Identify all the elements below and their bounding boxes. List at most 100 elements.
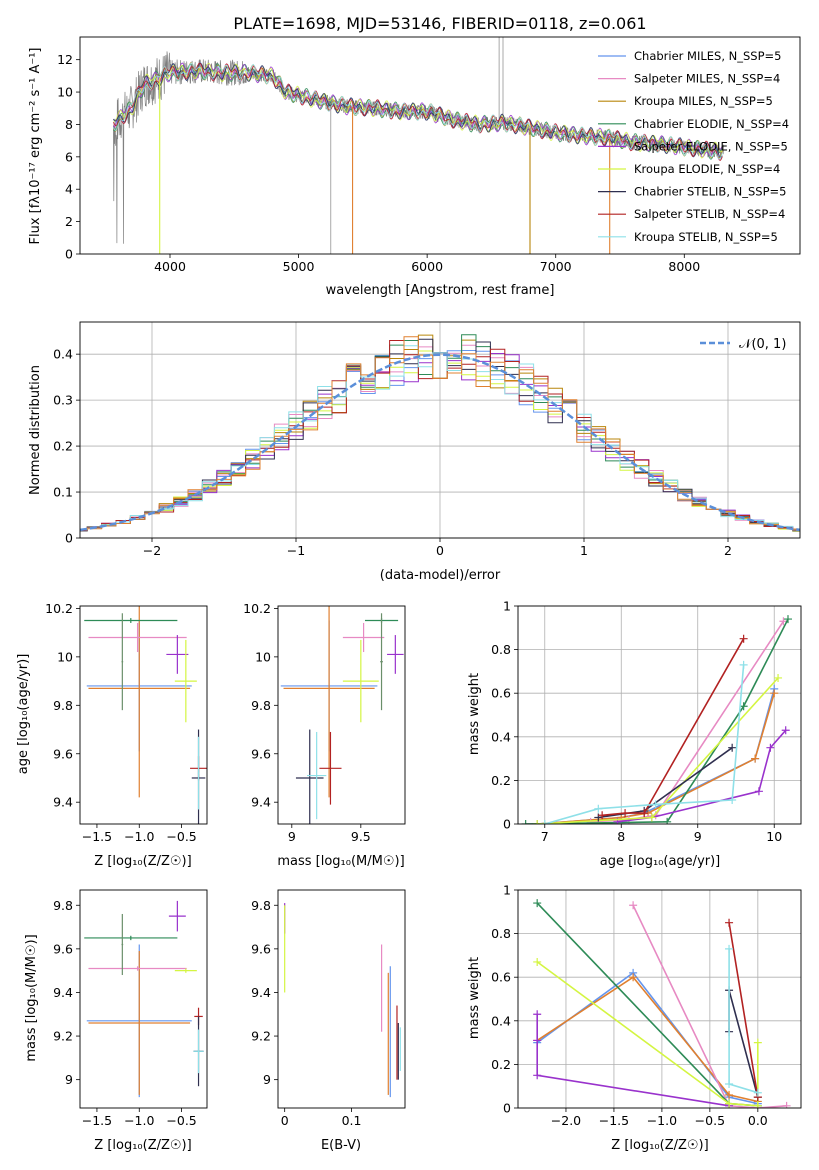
weight-vs-age-series-line [525, 618, 789, 824]
spectrum-plot-area: 4000 5000 6000 7000 8000 0 2 4 6 8 10 12 [57, 36, 801, 274]
weight-vs-age-x-tick-label: 10 [766, 829, 782, 844]
spectrum-y-tick-label: 0 [65, 247, 73, 262]
mass-vs-metallicity-panel: −1.5 −1.0 −0.5 9 9.2 9.4 9.6 9.8 Z [log₁₀(Z/Z☉)… [24, 889, 208, 1153]
legend-entry: Salpeter MILES, N_SSP=4 [634, 72, 780, 86]
weight-vs-age-x-tick-label: 7 [541, 829, 549, 844]
weight-vs-metallicity-point-marker [753, 1088, 762, 1097]
weight-vs-age-point-marker [728, 743, 737, 752]
mass-vs-metallicity-y-tick-label: 9.8 [53, 898, 73, 913]
weight-vs-age-x-tick-label: 9 [694, 829, 702, 844]
weight-vs-metallicity-point-marker [533, 899, 542, 908]
weight-vs-metallicity-point-marker [725, 918, 734, 927]
age-vs-metallicity-panel: −1.5 −1.0 −0.5 9.4 9.6 9.8 10 10.2 Z [log₁₀(Z/Z… [16, 601, 208, 869]
weight-vs-age-y-tick-label: 0 [503, 817, 511, 832]
weight-vs-metallicity-series-line [536, 976, 758, 1103]
weight-vs-metallicity-point-marker [629, 901, 638, 910]
age-vs-mass-x-tick-label: 9.5 [351, 829, 371, 844]
age-vs-metallicity-y-tick-label: 10.2 [45, 601, 73, 616]
weight-vs-metallicity-y-tick-label: 0.8 [491, 926, 511, 941]
weight-vs-age-y-tick-label: 0.6 [491, 686, 511, 701]
weight-vs-metallicity-point-marker [753, 1038, 762, 1047]
mass-vs-metallicity-y-tick-label: 9.4 [53, 985, 73, 1000]
spectrum-frame [79, 36, 801, 255]
residual-x-tick-label: −1 [287, 543, 305, 558]
weight-vs-age-plot-area: 7 8 9 10 0 0.2 0.4 0.6 0.8 1 [491, 599, 802, 844]
weight-vs-metallicity-point-marker [753, 1101, 762, 1108]
spectrum-x-tick-label: 8000 [668, 259, 700, 274]
mass-vs-ebv-x-label: E(B-V) [321, 1138, 361, 1153]
weight-vs-age-y-tick-label: 1 [503, 599, 511, 614]
mass-vs-metallicity-y-tick-label: 9.2 [53, 1029, 73, 1044]
spectrum-y-tick-label: 4 [65, 182, 73, 197]
spectrum-y-label: Flux [fλ10⁻¹⁷ erg cm⁻² s⁻¹ A⁻¹] [28, 48, 43, 245]
weight-vs-metallicity-point-marker [533, 1036, 542, 1045]
age-vs-metallicity-y-label: age [log₁₀(age/yr)] [16, 654, 31, 775]
age-vs-metallicity-x-tick-label: −1.0 [124, 829, 154, 844]
mass-vs-ebv-y-tick-label: 9.4 [251, 985, 271, 1000]
weight-vs-age-point-marker [781, 726, 790, 735]
legend-entry: Chabrier ELODIE, N_SSP=4 [634, 117, 789, 131]
weight-vs-metallicity-frame [517, 889, 802, 1109]
weight-vs-age-point-marker [640, 809, 649, 818]
age-vs-mass-frame [277, 605, 406, 825]
residual-legend: 𝒩(0, 1) [700, 337, 786, 352]
age-vs-mass-y-tick-label: 10.2 [243, 601, 271, 616]
weight-vs-age-point-marker [647, 813, 656, 822]
weight-vs-metallicity-series-line [632, 904, 787, 1108]
weight-vs-metallicity-panel: −2.0 −1.5 −1.0 −0.5 0.0 0 0.2 0.4 0.6 0.8 1 Z [log… [467, 883, 802, 1153]
weight-vs-age-y-tick-label: 0.4 [491, 729, 511, 744]
spectrum-y-tick-label: 12 [57, 52, 73, 67]
weight-vs-metallicity-y-tick-label: 1 [503, 883, 511, 898]
age-vs-metallicity-x-tick-label: −1.5 [82, 829, 112, 844]
residual-y-label: Normed distribution [28, 365, 43, 495]
age-vs-mass-panel: 9 9.5 9.4 9.6 9.8 10 10.2 mass [log₁₀(M/M☉)] [243, 601, 406, 869]
mass-vs-metallicity-y-label: mass [log₁₀(M/M☉)] [24, 934, 39, 1061]
weight-vs-metallicity-point-marker [725, 1090, 734, 1099]
mass-vs-metallicity-y-tick-label: 9.6 [53, 941, 73, 956]
age-vs-metallicity-y-tick-label: 9.6 [53, 746, 73, 761]
age-vs-metallicity-y-tick-label: 10 [57, 649, 73, 664]
weight-vs-metallicity-x-tick-label: −2.0 [551, 1113, 581, 1128]
residual-plot-area: −2 −1 0 1 2 0 0.1 0.2 0.3 0.4 [53, 321, 801, 558]
weight-vs-metallicity-point-marker [533, 1010, 542, 1019]
residual-frame [79, 321, 801, 539]
mass-vs-ebv-frame [277, 889, 406, 1109]
mass-vs-ebv-plot-area: 0 0.1 9 9.2 9.4 9.6 9.8 [251, 889, 406, 1128]
weight-vs-metallicity-x-tick-label: 0.0 [748, 1113, 768, 1128]
weight-vs-age-point-marker [533, 820, 542, 824]
weight-vs-metallicity-point-marker [782, 1101, 791, 1108]
weight-vs-age-point-marker [540, 820, 549, 824]
weight-vs-metallicity-series-line [728, 922, 759, 1098]
spectrum-y-tick-label: 8 [65, 117, 73, 132]
mass-vs-ebv-y-tick-label: 9.8 [251, 898, 271, 913]
weight-vs-metallicity-point-marker [725, 1099, 734, 1108]
residual-y-tick-label: 0 [65, 531, 73, 546]
residual-x-tick-label: 2 [724, 543, 732, 558]
weight-vs-age-frame [517, 605, 802, 825]
weight-vs-metallicity-y-tick-label: 0 [503, 1101, 511, 1116]
weight-vs-age-x-tick-label: 8 [617, 829, 625, 844]
model-line [112, 62, 723, 160]
mass-vs-metallicity-x-tick-label: −0.5 [166, 1113, 196, 1128]
mass-vs-ebv-x-tick-label: 0.1 [342, 1113, 362, 1128]
spectrum-x-tick-label: 6000 [411, 259, 443, 274]
age-vs-mass-y-tick-label: 9.8 [251, 698, 271, 713]
model-line [112, 62, 723, 161]
residual-y-tick-label: 0.3 [53, 393, 73, 408]
weight-vs-age-point-marker [754, 787, 763, 796]
spectrum-y-tick-label: 6 [65, 149, 73, 164]
mass-vs-metallicity-x-label: Z [log₁₀(Z/Z☉)] [94, 1138, 191, 1153]
residual-x-tick-label: −2 [143, 543, 161, 558]
residual-histogram-step [80, 345, 800, 531]
age-vs-metallicity-plot-area: −1.5 −1.0 −0.5 9.4 9.6 9.8 10 10.2 [45, 601, 208, 844]
age-vs-mass-x-label: mass [log₁₀(M/M☉)] [277, 854, 404, 869]
legend-entry: Kroupa ELODIE, N_SSP=4 [634, 162, 780, 176]
weight-vs-age-point-marker [594, 804, 603, 813]
weight-vs-age-point-marker [621, 809, 630, 818]
legend-entry: Kroupa STELIB, N_SSP=5 [634, 230, 778, 244]
weight-vs-metallicity-point-marker [725, 944, 734, 953]
weight-vs-metallicity-x-tick-label: −0.5 [695, 1113, 725, 1128]
weight-vs-metallicity-y-tick-label: 0.4 [491, 1013, 511, 1028]
mass-vs-metallicity-x-tick-label: −1.0 [124, 1113, 154, 1128]
